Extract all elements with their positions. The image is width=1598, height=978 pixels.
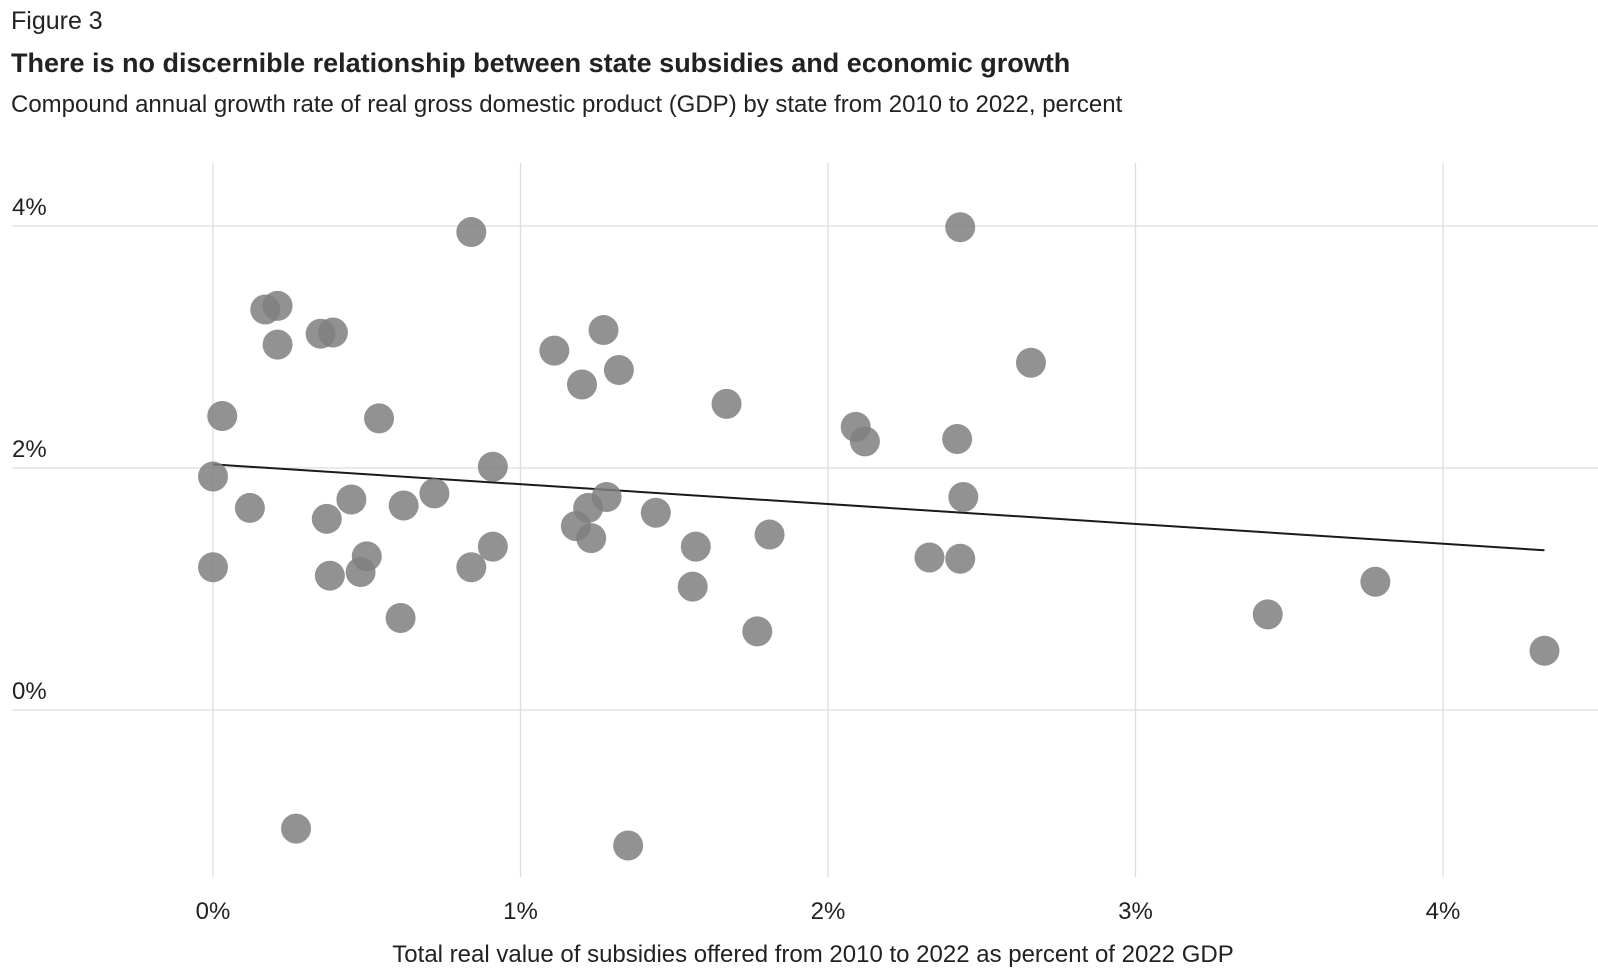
scatter-point [207, 400, 238, 431]
scatter-point [234, 492, 265, 523]
scatter-point [336, 484, 367, 515]
y-tick-label: 2% [12, 436, 47, 463]
scatter-point [613, 830, 644, 861]
x-axis-label: Total real value of subsidies offered fr… [392, 941, 1233, 968]
x-tick-label: 2% [811, 898, 846, 925]
scatter-point [588, 315, 619, 346]
scatter-point [385, 603, 416, 634]
scatter-point [1529, 635, 1560, 666]
scatter-point [198, 552, 228, 583]
scatter-point [314, 560, 345, 591]
x-tick-label: 1% [503, 898, 538, 925]
figure-label: Figure 3 [11, 7, 103, 35]
scatter-point [945, 543, 976, 574]
scatter-point [945, 212, 976, 243]
scatter-point [419, 478, 450, 509]
chart-title: There is no discernible relationship bet… [11, 48, 1071, 78]
scatter-point [603, 354, 634, 385]
scatter-point [250, 294, 281, 325]
scatter-point [711, 388, 742, 419]
scatter-point [576, 523, 607, 554]
scatter-point [754, 519, 785, 550]
scatter-point [539, 335, 570, 366]
scatter-point [1015, 347, 1046, 378]
scatter-point [477, 451, 508, 482]
grid-lines [12, 163, 1598, 877]
scatter-point [262, 329, 293, 360]
scatter-point [305, 318, 336, 349]
scatter-point [477, 531, 508, 562]
x-tick-label: 4% [1426, 898, 1461, 925]
scatter-point [849, 426, 880, 457]
scatter-point [640, 497, 671, 528]
scatter-point [456, 217, 487, 248]
data-points [198, 212, 1560, 861]
scatter-point [364, 403, 395, 434]
scatter-point [311, 503, 342, 534]
scatter-point [456, 552, 487, 583]
scatter-point [1252, 599, 1283, 630]
scatter-point [677, 571, 708, 602]
scatter-point [680, 531, 711, 562]
scatter-point [567, 369, 597, 400]
scatter-point [1360, 566, 1391, 597]
y-tick-label: 4% [12, 194, 47, 221]
x-tick-label: 0% [196, 898, 231, 925]
scatter-point [942, 423, 973, 454]
axis-labels: 0% 1% 2% 3% 4% 0% 2% 4% [12, 194, 1460, 925]
x-tick-label: 3% [1118, 898, 1153, 925]
y-tick-label: 0% [12, 678, 47, 705]
scatter-point [281, 813, 312, 844]
scatter-point [388, 490, 419, 521]
scatter-point [948, 482, 979, 513]
scatter-point [198, 461, 228, 492]
chart-subtitle: Compound annual growth rate of real gros… [11, 91, 1123, 118]
scatter-point [345, 557, 376, 588]
scatter-point [742, 616, 773, 647]
scatter-point [914, 542, 945, 573]
